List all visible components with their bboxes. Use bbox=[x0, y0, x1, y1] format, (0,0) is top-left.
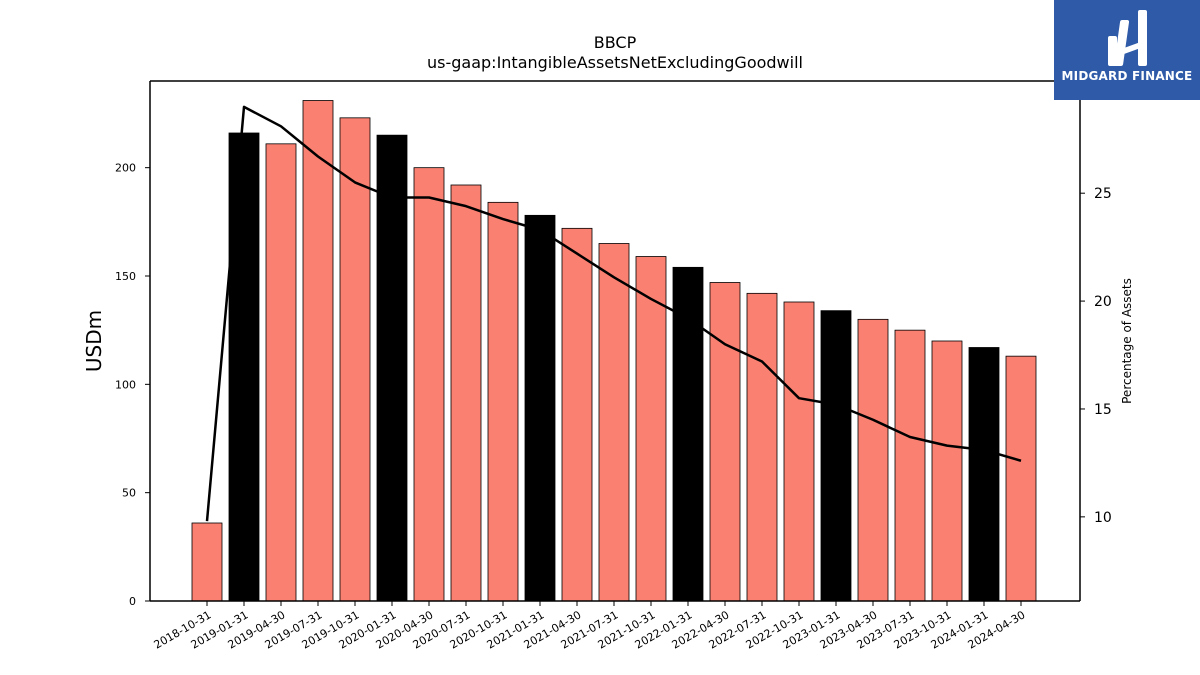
bar bbox=[302, 100, 334, 602]
bar bbox=[265, 143, 297, 602]
plot-area: 050100150200101520252018-10-312019-01-31… bbox=[115, 80, 1112, 652]
bar bbox=[968, 347, 1000, 602]
bar bbox=[598, 243, 630, 602]
midgard-finance-logo: MIDGARD FINANCE bbox=[1054, 0, 1200, 100]
y2-tick-label: 15 bbox=[1094, 402, 1112, 418]
bar bbox=[1005, 355, 1037, 602]
bar bbox=[524, 214, 556, 602]
y2-tick-label: 10 bbox=[1094, 510, 1112, 526]
y2-tick-label: 25 bbox=[1094, 186, 1112, 202]
bar bbox=[635, 256, 667, 602]
bar bbox=[931, 340, 963, 602]
y2-axis-label: Percentage of Assets bbox=[1120, 278, 1134, 404]
y2-tick-label: 20 bbox=[1094, 294, 1112, 310]
bar bbox=[709, 282, 741, 602]
chart-subtitle: us-gaap:IntangibleAssetsNetExcludingGood… bbox=[427, 53, 803, 72]
chart-title: BBCP bbox=[594, 33, 637, 52]
bar bbox=[894, 329, 926, 602]
y-tick-label: 0 bbox=[129, 595, 136, 608]
bar bbox=[857, 318, 889, 602]
bar bbox=[339, 117, 371, 602]
bar bbox=[746, 292, 778, 602]
bar bbox=[413, 167, 445, 602]
bar bbox=[820, 310, 852, 602]
bar bbox=[450, 184, 482, 602]
y-tick-label: 150 bbox=[115, 270, 136, 283]
bar bbox=[783, 301, 815, 602]
series-line bbox=[205, 105, 1022, 522]
logo-text: MIDGARD FINANCE bbox=[1061, 69, 1193, 83]
y-tick-label: 200 bbox=[115, 162, 136, 175]
bar bbox=[561, 227, 593, 602]
logo-mark-icon bbox=[1108, 10, 1147, 66]
bar bbox=[672, 266, 704, 602]
bar bbox=[191, 522, 223, 602]
bar bbox=[228, 132, 260, 602]
bar bbox=[487, 201, 519, 602]
y-tick-label: 100 bbox=[115, 378, 136, 391]
y-axis-label: USDm bbox=[82, 310, 106, 372]
bar bbox=[376, 134, 408, 602]
y-tick-label: 50 bbox=[122, 487, 136, 500]
